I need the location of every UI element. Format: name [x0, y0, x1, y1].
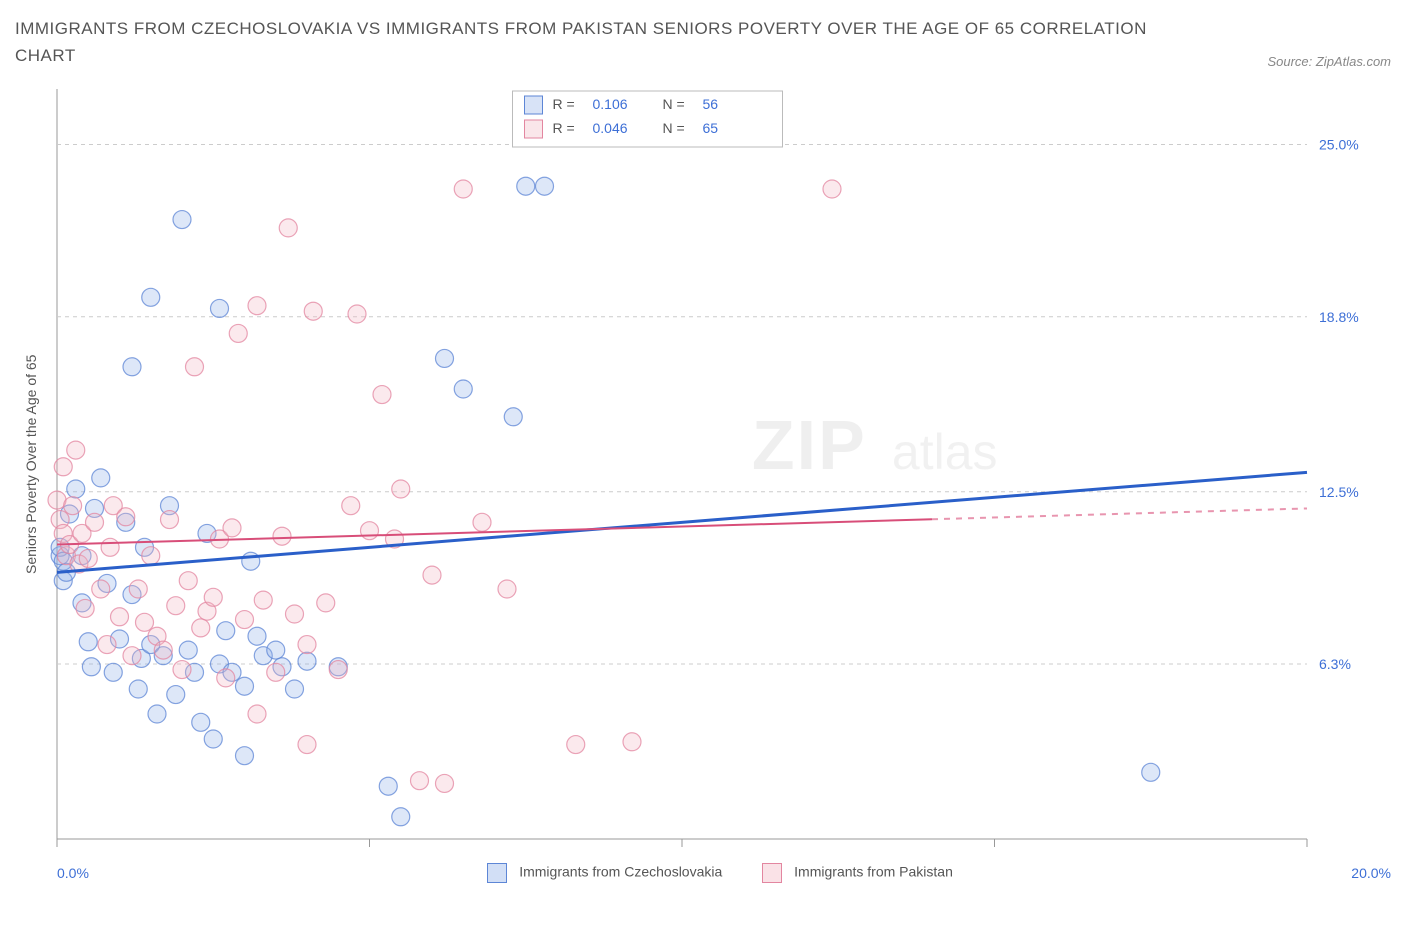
x-axis-max-label: 20.0% — [1351, 865, 1391, 881]
legend-label-1: Immigrants from Czechoslovakia — [519, 864, 722, 880]
svg-text:12.5%: 12.5% — [1319, 484, 1359, 500]
svg-text:0.106: 0.106 — [593, 96, 628, 112]
bottom-legend: Immigrants from Czechoslovakia Immigrant… — [487, 863, 953, 883]
svg-text:56: 56 — [703, 96, 719, 112]
x-axis-min-label: 0.0% — [57, 865, 89, 881]
legend-swatch-pakistan-icon — [762, 863, 782, 883]
chart-title: IMMIGRANTS FROM CZECHOSLOVAKIA VS IMMIGR… — [15, 15, 1165, 69]
svg-text:65: 65 — [703, 120, 719, 136]
legend-swatch-czechoslovakia-icon — [487, 863, 507, 883]
svg-text:18.8%: 18.8% — [1319, 309, 1359, 325]
svg-text:ZIP: ZIP — [752, 406, 867, 484]
scatter-plot: 6.3% 12.5% 18.8% 25.0% ZIP atlas R = 0.106 N = 56… — [47, 79, 1377, 859]
svg-text:atlas: atlas — [892, 424, 998, 480]
svg-text:R =: R = — [553, 96, 575, 112]
y-axis-label: Seniors Poverty Over the Age of 65 — [15, 79, 47, 849]
svg-text:R =: R = — [553, 120, 575, 136]
svg-text:6.3%: 6.3% — [1319, 656, 1351, 672]
svg-text:0.046: 0.046 — [593, 120, 628, 136]
source-label: Source: ZipAtlas.com — [1267, 54, 1391, 69]
legend-label-2: Immigrants from Pakistan — [794, 864, 953, 880]
svg-text:N =: N = — [663, 120, 685, 136]
svg-text:25.0%: 25.0% — [1319, 137, 1359, 153]
svg-text:N =: N = — [663, 96, 685, 112]
